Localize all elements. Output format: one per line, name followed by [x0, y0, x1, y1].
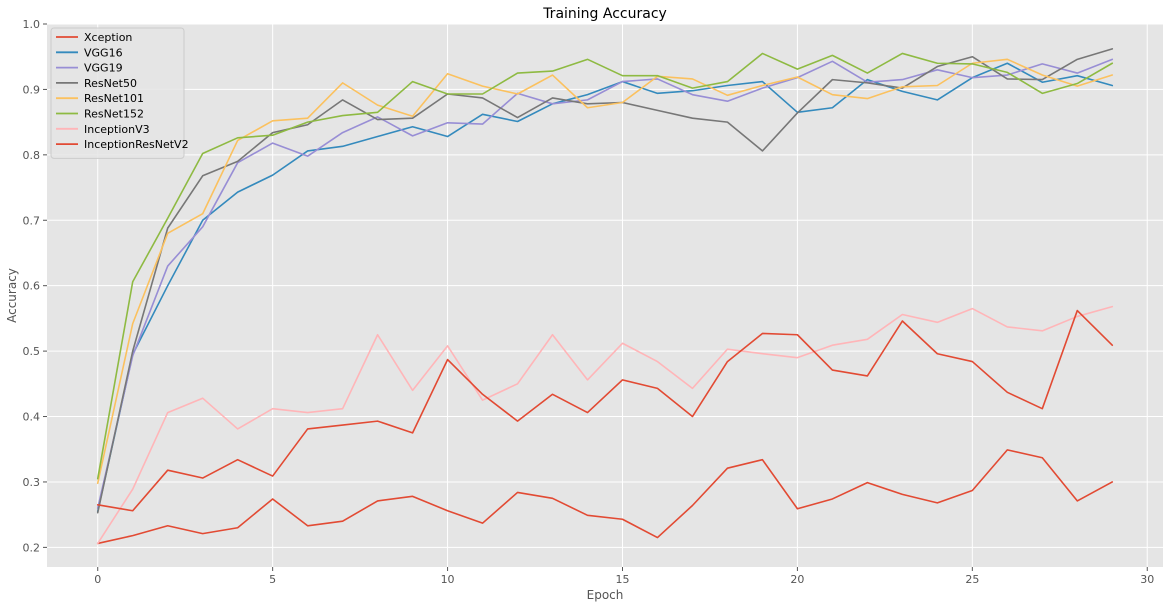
y-tick-label: 0.5 [23, 345, 41, 358]
y-tick-label: 0.2 [23, 541, 41, 554]
x-tick-label: 30 [1140, 573, 1154, 586]
series-line-xception [96, 449, 1114, 545]
y-tick-label: 0.7 [23, 214, 41, 227]
series-line-vgg16 [96, 62, 1114, 513]
y-axis-ticks: 0.2 0.3 0.4 0.5 0.6 0.7 0.8 0.9 1.0 [23, 18, 47, 554]
legend-label: InceptionResNetV2 [84, 138, 189, 151]
legend-label: InceptionV3 [84, 123, 150, 136]
grid-lines [47, 23, 1163, 567]
x-tick-label: 25 [965, 573, 979, 586]
series-line-resnet152 [96, 52, 1114, 480]
legend-frame [50, 27, 185, 159]
y-tick-label: 0.8 [23, 149, 41, 162]
x-tick-label: 0 [94, 573, 101, 586]
legend-label: ResNet101 [84, 92, 144, 105]
series-line-resnet101 [96, 58, 1114, 485]
x-tick-label: 5 [269, 573, 276, 586]
y-axis-label: Accuracy [5, 268, 19, 323]
legend-label: ResNet152 [84, 108, 144, 121]
legend: Xception VGG16 VGG19 ResNet50 ResNet101 ResNe… [50, 27, 189, 159]
legend-label: ResNet50 [84, 77, 137, 90]
y-tick-label: 0.4 [23, 411, 41, 424]
series-line-resnet50 [96, 48, 1114, 514]
y-tick-label: 0.3 [23, 476, 41, 489]
series-line-inceptionresnetv2 [96, 309, 1114, 512]
y-tick-label: 0.9 [23, 83, 41, 96]
y-tick-label: 1.0 [23, 18, 41, 31]
series-line-vgg19 [96, 58, 1114, 509]
x-axis-ticks: 0 5 10 15 20 25 30 [94, 567, 1154, 586]
plot-background [47, 24, 1163, 567]
legend-label: VGG16 [84, 46, 123, 59]
y-tick-label: 0.6 [23, 280, 41, 293]
series-line-inceptionv3 [96, 305, 1114, 545]
x-axis-label: Epoch [587, 588, 624, 602]
legend-label: Xception [84, 31, 132, 44]
series-lines [96, 48, 1114, 545]
x-tick-label: 20 [790, 573, 804, 586]
x-tick-label: 10 [441, 573, 455, 586]
x-tick-label: 15 [615, 573, 629, 586]
legend-label: VGG19 [84, 62, 123, 75]
chart-title: Training Accuracy [542, 6, 667, 22]
